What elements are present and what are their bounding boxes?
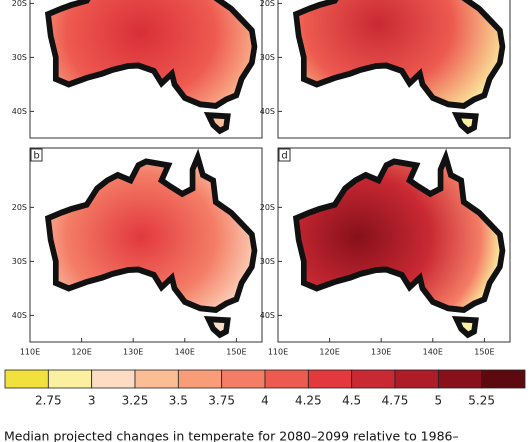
lat-tick-label: 40S: [260, 311, 275, 320]
lat-tick-label: 30S: [12, 257, 27, 266]
lon-tick-label: 140E: [423, 348, 443, 357]
colorbar-swatch: [394, 369, 439, 389]
map-panel: 20S 30S 40S: [12, 0, 263, 139]
lon-tick-label: 110E: [268, 348, 288, 357]
panel-label: d: [281, 151, 287, 162]
colorbar-tick-label: 5: [435, 394, 443, 408]
colorbar-tick-label: 3.5: [169, 394, 188, 408]
map-panel: 20S 30S 40S 110E 120E 130E 140E 150E b: [12, 147, 263, 357]
map-panels: 20S 30S 40S 20S 30S 40S 20S 30S 40S 110E 120E 130E 1…: [12, 0, 511, 357]
colorbar-tick-label: 4.25: [295, 394, 322, 408]
lat-tick-label: 30S: [260, 53, 275, 62]
lon-tick-label: 130E: [371, 348, 391, 357]
colorbar-tick-label: 2.75: [35, 394, 62, 408]
lon-tick-label: 120E: [319, 348, 339, 357]
colorbar-swatch: [264, 369, 309, 389]
lon-tick-label: 130E: [123, 348, 143, 357]
caption: Median projected changes in temperate fo…: [4, 429, 459, 442]
panel-label-box: [30, 148, 43, 162]
lon-tick-label: 120E: [71, 348, 91, 357]
lon-tick-label: 140E: [175, 348, 195, 357]
colorbar-swatch: [4, 369, 49, 389]
lat-tick-label: 20S: [12, 203, 27, 212]
map-panel: 20S 30S 40S: [260, 0, 511, 139]
colorbar-swatch: [221, 369, 266, 389]
lat-tick-label: 20S: [260, 0, 275, 8]
lon-tick-label: 110E: [20, 348, 40, 357]
colorbar-tick-label: 3: [88, 394, 96, 408]
lat-tick-label: 40S: [12, 311, 27, 320]
colorbar-swatch: [307, 369, 353, 389]
panel-label-box: [278, 148, 291, 162]
lat-tick-label: 20S: [260, 203, 275, 212]
colorbar-tick-label: 3.25: [122, 394, 149, 408]
colorbar-swatch: [177, 369, 223, 389]
colorbar-tick-label: 5.25: [468, 394, 495, 408]
colorbar-tick-label: 3.75: [208, 394, 235, 408]
lat-tick-label: 40S: [260, 107, 275, 116]
lon-tick-label: 150E: [226, 348, 246, 357]
colorbar-swatch: [481, 369, 526, 389]
colorbar-tick-label: 4.5: [342, 394, 361, 408]
map-panel: 20S 30S 40S 110E 120E 130E 140E 150E d: [260, 147, 511, 357]
lat-tick-label: 30S: [12, 53, 27, 62]
colorbar-swatch: [47, 369, 93, 389]
colorbar-swatch: [437, 369, 483, 389]
lat-tick-label: 20S: [12, 0, 27, 8]
colorbar: 2.75 3 3.25 3.5 3.75 4 4.25 4.5 4.75 5 5.25: [4, 369, 526, 408]
colorbar-swatch: [134, 369, 179, 389]
colorbar-tick-label: 4.75: [382, 394, 409, 408]
colorbar-tick-label: 4: [261, 394, 269, 408]
colorbar-swatch: [91, 369, 136, 389]
lat-tick-label: 40S: [12, 107, 27, 116]
panel-label: b: [33, 151, 39, 162]
lon-tick-label: 150E: [474, 348, 494, 357]
colorbar-swatch: [351, 369, 396, 389]
lat-tick-label: 30S: [260, 257, 275, 266]
